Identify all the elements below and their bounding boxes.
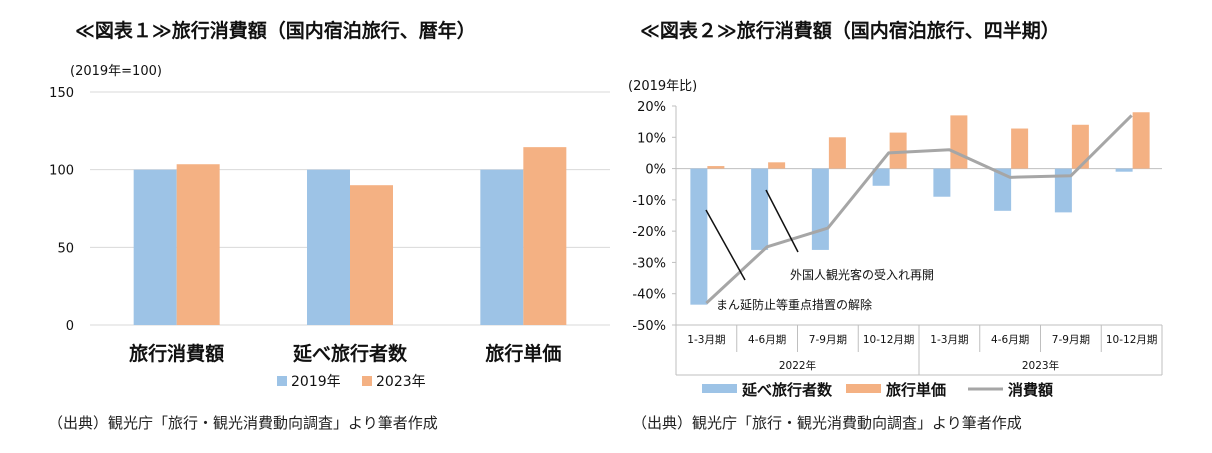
chart2-y-tick-label: -10% (632, 194, 666, 209)
chart2-category-label: 10-12月期 (863, 334, 915, 346)
chart2-annotation-pointer (765, 189, 799, 253)
chart1-title: ≪図表１≫旅行消費額（国内宿泊旅行、暦年） (75, 19, 476, 42)
chart1-legend-swatch (362, 376, 372, 386)
chart1-bar-a (133, 169, 177, 325)
chart2-y-tick-label: 0% (645, 163, 666, 178)
chart1-legend: 2019年 2023年 (277, 374, 426, 390)
chart1-y-tick-label: 50 (57, 241, 74, 256)
chart2-y-tick-label: -30% (632, 256, 666, 271)
chart2-legend-swatch (702, 384, 737, 393)
chart2-y-axis: -50% -40% -30% -20% -10% 0% 10% 20% (632, 100, 666, 334)
chart2-category-label: 7-9月期 (1052, 334, 1090, 346)
chart1-legend-swatch (277, 376, 287, 386)
chart2-bars (690, 112, 1150, 305)
chart2-y-tick-label: 10% (637, 131, 666, 146)
chart2-bar-travelers (690, 168, 708, 305)
chart2-category-label: 7-9月期 (809, 334, 847, 346)
chart2-category-label: 4-6月期 (748, 334, 786, 346)
chart2-year-label: 2023年 (1022, 359, 1059, 372)
chart2-y-tick-label: -20% (632, 225, 666, 240)
chart2-bar-travelers (994, 168, 1012, 211)
chart2-bar-unit-price (889, 132, 907, 169)
chart1-bar-a (480, 169, 524, 325)
chart2-bar-travelers (872, 168, 890, 186)
chart2-x-axis: 1-3月期 4-6月期 7-9月期 10-12月期 1-3月期 4-6月期 7-9月期 10-… (675, 324, 1163, 376)
chart2-legend-label: 旅行単価 (886, 381, 946, 399)
chart1-legend-label: 2019年 (291, 374, 341, 390)
chart2-legend-label: 消費額 (1008, 381, 1053, 399)
chart2-legend: 延べ旅行者数 旅行単価 消費額 (702, 381, 1053, 399)
chart1: ≪図表１≫旅行消費額（国内宿泊旅行、暦年） (2019年=100) 0 50 100… (48, 19, 610, 432)
chart2-category-label: 10-12月期 (1106, 334, 1158, 346)
chart2-legend-swatch (846, 384, 881, 393)
chart2-y-tick-label: -50% (632, 319, 666, 334)
chart2-unit-label: (2019年比) (628, 79, 697, 94)
chart2-spending-line (705, 114, 1133, 305)
chart2-bar-travelers (933, 168, 951, 197)
chart1-category-label: 旅行消費額 (129, 342, 224, 365)
chart1-unit-label: (2019年=100) (70, 64, 162, 79)
chart2-title: ≪図表２≫旅行消費額（国内宿泊旅行、四半期） (640, 19, 1060, 42)
chart2-bar-unit-price (707, 166, 725, 169)
chart1-bar-b (523, 147, 567, 325)
chart1-category-label: 旅行単価 (485, 342, 561, 365)
chart2-category-label: 1-3月期 (687, 334, 725, 346)
chart1-legend-label: 2023年 (376, 374, 426, 390)
chart2-year-label: 2022年 (779, 359, 816, 372)
chart1-y-tick-label: 150 (49, 86, 74, 101)
chart2-legend-label: 延べ旅行者数 (741, 381, 833, 399)
chart2-bar-unit-price (1011, 128, 1029, 169)
chart2-bar-unit-price (828, 137, 846, 169)
chart2-annotation-label: 外国人観光客の受入れ再開 (790, 267, 934, 282)
chart1-y-axis: 0 50 100 150 (49, 86, 74, 334)
chart2-bar-travelers (1054, 168, 1072, 213)
chart2-y-tick-label: 20% (637, 100, 666, 115)
chart2-bar-unit-price (1071, 124, 1089, 169)
chart2-category-label: 4-6月期 (991, 334, 1029, 346)
chart2-bar-unit-price (768, 162, 786, 169)
chart1-bar-b (176, 164, 220, 325)
chart2-bar-unit-price (950, 115, 968, 169)
chart2-bar-travelers (751, 168, 769, 250)
chart2-source: （出典）観光庁「旅行・観光消費動向調査」より筆者作成 (632, 414, 1022, 432)
chart2-category-label: 1-3月期 (930, 334, 968, 346)
chart1-source: （出典）観光庁「旅行・観光消費動向調査」より筆者作成 (48, 414, 438, 432)
chart2-y-tick-label: -40% (632, 288, 666, 303)
chart1-bars (133, 147, 567, 325)
chart1-y-tick-label: 0 (66, 319, 74, 334)
chart1-category-label: 延べ旅行者数 (292, 342, 408, 365)
chart2-line-series (705, 114, 1133, 305)
chart1-bar-b (350, 185, 393, 325)
chart1-x-axis: 旅行消費額 延べ旅行者数 旅行単価 (129, 342, 561, 365)
chart2-bar-travelers (1115, 168, 1133, 172)
chart2-bar-unit-price (1132, 112, 1150, 169)
chart2-annotation-pointer (705, 209, 746, 281)
chart2: ≪図表２≫旅行消費額（国内宿泊旅行、四半期） (2019年比) -50% -40%… (628, 19, 1163, 432)
chart2-annotation-label: まん延防止等重点措置の解除 (716, 297, 872, 312)
chart2-bar-travelers (811, 168, 829, 250)
chart1-y-tick-label: 100 (49, 164, 74, 179)
chart1-bar-a (307, 169, 350, 325)
